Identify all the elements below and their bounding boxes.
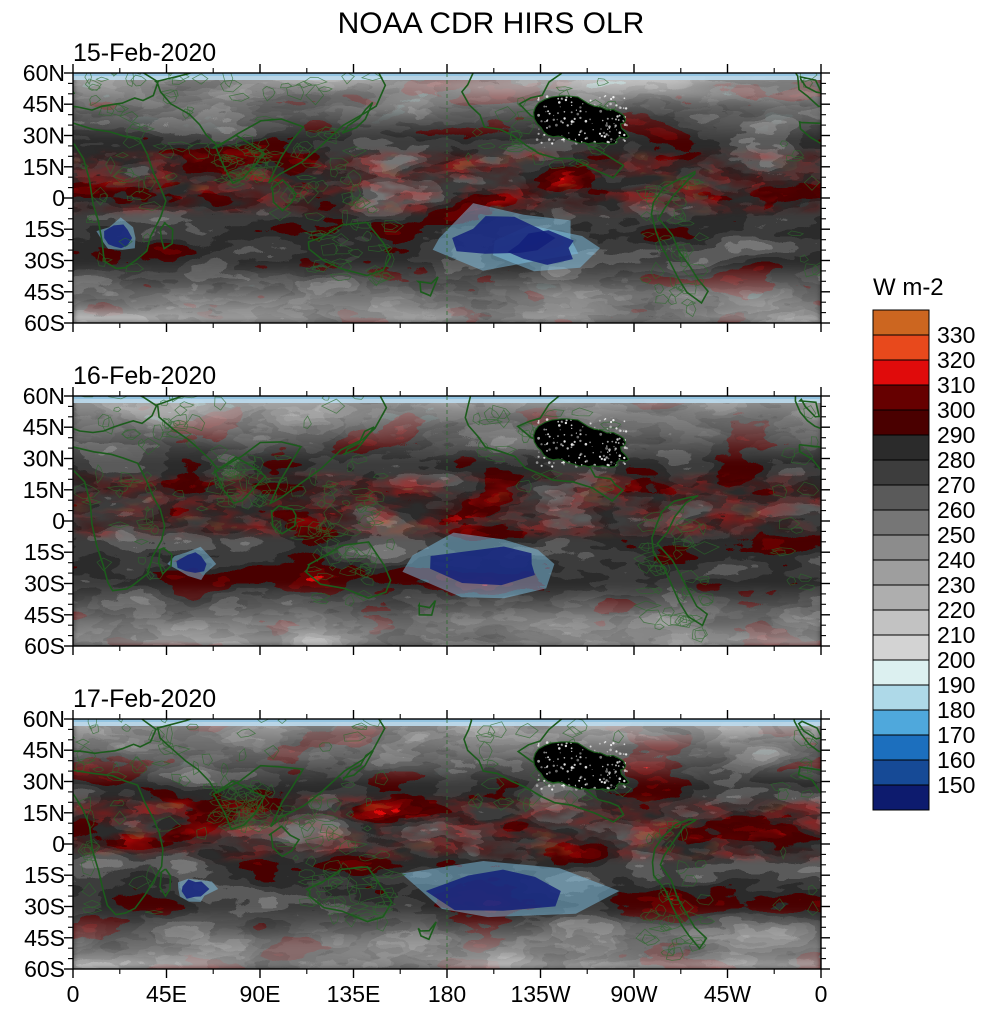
svg-text:230: 230 xyxy=(937,572,975,598)
svg-text:45N: 45N xyxy=(23,414,65,440)
svg-text:15S: 15S xyxy=(24,539,65,565)
svg-text:0: 0 xyxy=(52,831,65,857)
svg-text:0: 0 xyxy=(52,185,65,211)
svg-text:W m-2: W m-2 xyxy=(873,274,944,301)
svg-text:270: 270 xyxy=(937,472,975,498)
svg-text:30N: 30N xyxy=(23,123,65,149)
svg-text:60S: 60S xyxy=(24,633,65,659)
svg-text:260: 260 xyxy=(937,497,975,523)
svg-text:310: 310 xyxy=(937,372,975,398)
svg-text:220: 220 xyxy=(937,597,975,623)
svg-text:16-Feb-2020: 16-Feb-2020 xyxy=(73,362,216,390)
svg-text:30S: 30S xyxy=(24,894,65,920)
svg-text:240: 240 xyxy=(937,547,975,573)
svg-text:15N: 15N xyxy=(23,477,65,503)
svg-text:210: 210 xyxy=(937,622,975,648)
svg-text:45N: 45N xyxy=(23,737,65,763)
svg-text:190: 190 xyxy=(937,672,975,698)
svg-text:15-Feb-2020: 15-Feb-2020 xyxy=(73,39,216,67)
svg-text:250: 250 xyxy=(937,522,975,548)
svg-text:90W: 90W xyxy=(610,981,658,1007)
svg-text:160: 160 xyxy=(937,747,975,773)
svg-text:45S: 45S xyxy=(24,279,65,305)
svg-text:200: 200 xyxy=(937,647,975,673)
svg-text:300: 300 xyxy=(937,397,975,423)
svg-text:0: 0 xyxy=(52,508,65,534)
svg-text:15N: 15N xyxy=(23,800,65,826)
svg-text:45E: 45E xyxy=(146,981,187,1007)
svg-text:45W: 45W xyxy=(704,981,752,1007)
svg-text:320: 320 xyxy=(937,347,975,373)
svg-text:135W: 135W xyxy=(510,981,570,1007)
svg-text:NOAA CDR HIRS OLR: NOAA CDR HIRS OLR xyxy=(338,7,645,40)
svg-text:30S: 30S xyxy=(24,248,65,274)
svg-text:60N: 60N xyxy=(23,706,65,732)
svg-text:330: 330 xyxy=(937,322,975,348)
svg-text:90E: 90E xyxy=(240,981,281,1007)
svg-text:135E: 135E xyxy=(327,981,381,1007)
svg-text:17-Feb-2020: 17-Feb-2020 xyxy=(73,685,216,713)
svg-text:60S: 60S xyxy=(24,956,65,982)
svg-text:45S: 45S xyxy=(24,602,65,628)
svg-text:15S: 15S xyxy=(24,862,65,888)
svg-text:30N: 30N xyxy=(23,446,65,472)
svg-text:45S: 45S xyxy=(24,925,65,951)
svg-text:0: 0 xyxy=(815,981,828,1007)
svg-text:180: 180 xyxy=(428,981,466,1007)
svg-text:60S: 60S xyxy=(24,310,65,336)
svg-text:30S: 30S xyxy=(24,571,65,597)
svg-text:45N: 45N xyxy=(23,91,65,117)
svg-text:150: 150 xyxy=(937,772,975,798)
svg-text:15S: 15S xyxy=(24,216,65,242)
svg-text:290: 290 xyxy=(937,422,975,448)
svg-text:180: 180 xyxy=(937,697,975,723)
svg-text:0: 0 xyxy=(67,981,80,1007)
svg-text:170: 170 xyxy=(937,722,975,748)
svg-text:15N: 15N xyxy=(23,154,65,180)
svg-text:30N: 30N xyxy=(23,769,65,795)
svg-text:60N: 60N xyxy=(23,60,65,86)
svg-text:60N: 60N xyxy=(23,383,65,409)
svg-text:280: 280 xyxy=(937,447,975,473)
